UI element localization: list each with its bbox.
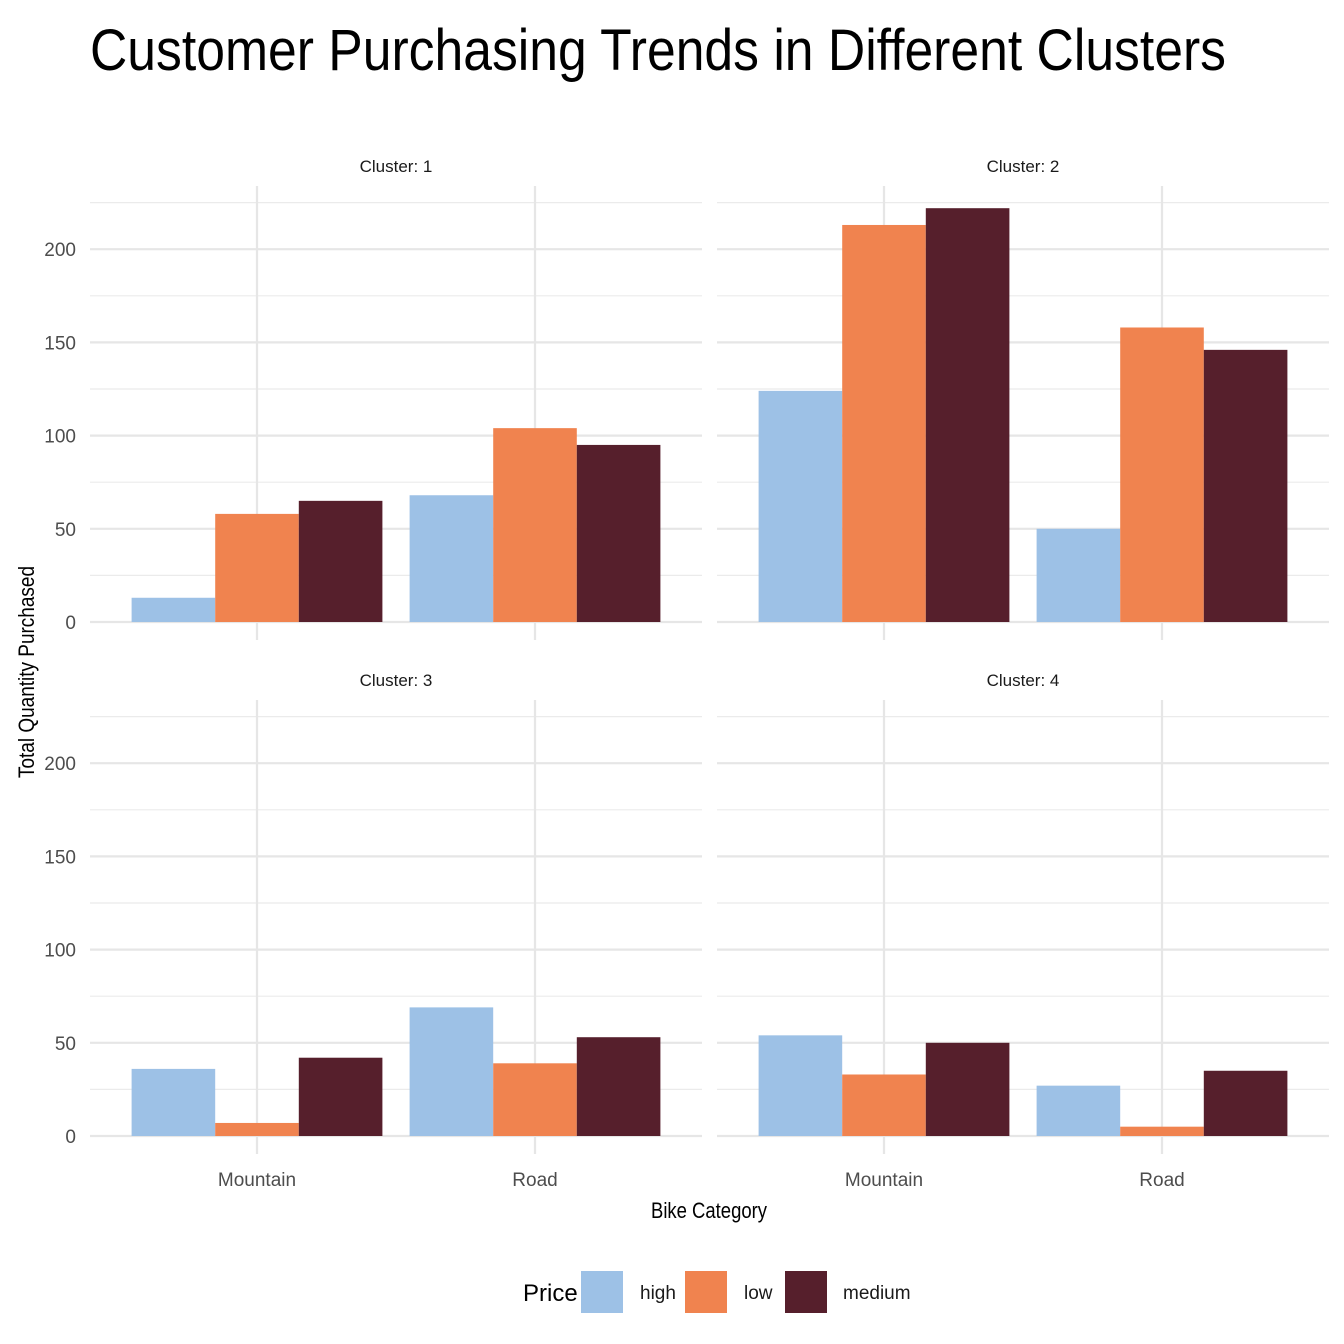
y-axis-title: Total Quantity Purchased bbox=[14, 566, 39, 778]
bar-medium-road bbox=[576, 1037, 661, 1136]
bar-medium-mountain bbox=[298, 1057, 383, 1136]
legend: Price high low medium bbox=[523, 1271, 911, 1313]
bar-medium-mountain bbox=[925, 1042, 1010, 1136]
y-tick-label: 200 bbox=[44, 754, 76, 775]
y-tick-label: 100 bbox=[44, 941, 76, 962]
panels-layer: Cluster: 1 0 50 100 150 200 Cluster: 2 Cluster:… bbox=[44, 157, 1329, 1191]
panel-strip-label: Cluster: 2 bbox=[987, 157, 1060, 176]
panel-strip-label: Cluster: 3 bbox=[360, 671, 433, 690]
bar-high-mountain bbox=[758, 390, 843, 622]
bar-low-mountain bbox=[842, 224, 926, 622]
legend-key-medium bbox=[785, 1271, 827, 1313]
bar-high-mountain bbox=[131, 1068, 216, 1136]
y-tick-label: 50 bbox=[55, 1034, 76, 1055]
bar-medium-mountain bbox=[925, 208, 1010, 622]
panel-strip-label: Cluster: 4 bbox=[987, 671, 1060, 690]
panel-cluster-1: Cluster: 1 0 50 100 150 200 bbox=[44, 157, 702, 640]
bar-low-mountain bbox=[842, 1074, 926, 1136]
panel-cluster-2: Cluster: 2 bbox=[717, 157, 1329, 640]
x-tick-label: Mountain bbox=[845, 1170, 923, 1191]
bar-low-road bbox=[493, 428, 577, 622]
chart-title: Customer Purchasing Trends in Different … bbox=[90, 18, 1226, 83]
bar-low-road bbox=[1120, 1126, 1204, 1136]
x-tick-label: Mountain bbox=[218, 1170, 296, 1191]
y-tick-label: 200 bbox=[44, 240, 76, 261]
y-tick-label: 0 bbox=[65, 1127, 76, 1148]
bar-low-mountain bbox=[215, 513, 299, 622]
panel-strip-label: Cluster: 1 bbox=[360, 157, 433, 176]
bar-high-road bbox=[1036, 528, 1121, 622]
bar-medium-road bbox=[576, 444, 661, 622]
bar-high-road bbox=[1036, 1085, 1121, 1136]
x-tick-label: Road bbox=[1139, 1170, 1184, 1191]
legend-label-medium: medium bbox=[843, 1283, 911, 1304]
legend-label-low: low bbox=[744, 1283, 773, 1304]
y-tick-label: 150 bbox=[44, 333, 76, 354]
x-tick-label: Road bbox=[512, 1170, 557, 1191]
legend-key-high bbox=[581, 1271, 623, 1313]
bar-medium-road bbox=[1203, 349, 1288, 622]
y-tick-label: 0 bbox=[65, 613, 76, 634]
bar-medium-road bbox=[1203, 1070, 1288, 1136]
panel-cluster-3: Cluster: 3 0 50 100 150 200 Mountain Road bbox=[44, 671, 702, 1191]
y-tick-label: 100 bbox=[44, 427, 76, 448]
bar-low-mountain bbox=[215, 1122, 299, 1136]
bar-high-road bbox=[409, 495, 494, 622]
panel-cluster-4: Cluster: 4 Mountain Road bbox=[717, 671, 1329, 1191]
x-axis-title: Bike Category bbox=[651, 1198, 767, 1223]
bar-high-road bbox=[409, 1007, 494, 1136]
bar-low-road bbox=[493, 1063, 577, 1136]
legend-label-high: high bbox=[640, 1283, 676, 1304]
y-tick-label: 150 bbox=[44, 847, 76, 868]
bar-low-road bbox=[1120, 327, 1204, 622]
y-tick-label: 50 bbox=[55, 520, 76, 541]
bar-high-mountain bbox=[131, 597, 216, 622]
legend-title: Price bbox=[523, 1280, 578, 1307]
legend-key-low bbox=[685, 1271, 727, 1313]
bar-high-mountain bbox=[758, 1035, 843, 1136]
bar-medium-mountain bbox=[298, 500, 383, 622]
